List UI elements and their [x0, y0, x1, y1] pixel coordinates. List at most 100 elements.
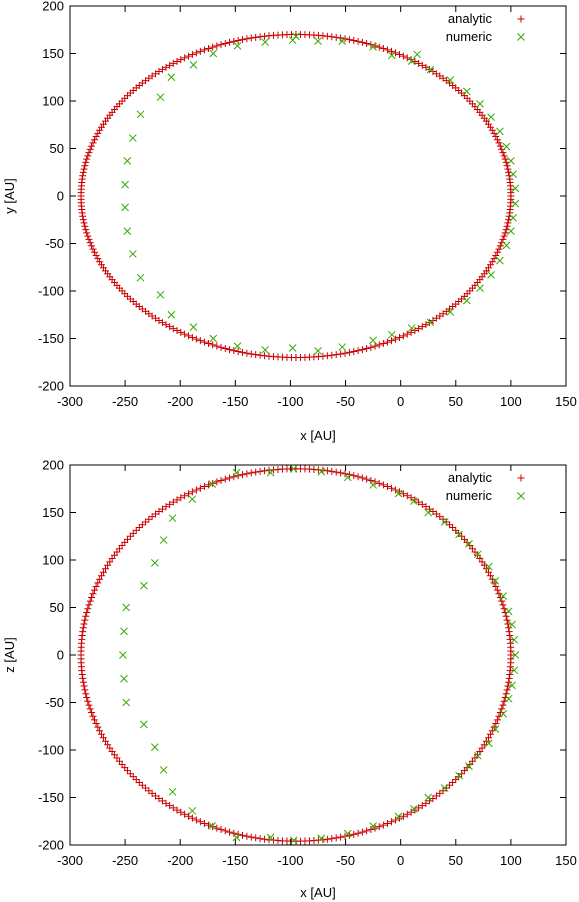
- analytic-point: [256, 33, 264, 41]
- analytic-point: [422, 799, 430, 807]
- analytic-point: [94, 723, 102, 731]
- numeric-point: [266, 468, 275, 477]
- analytic-point: [452, 776, 460, 784]
- x-axis-label: x [AU]: [300, 428, 335, 443]
- analytic-point: [425, 65, 433, 73]
- analytic-point: [504, 620, 512, 628]
- analytic-point: [84, 152, 92, 160]
- y-tick-label: 50: [50, 141, 64, 156]
- analytic-point: [200, 46, 208, 54]
- analytic-point: [490, 255, 498, 263]
- y-tick-label: 150: [42, 46, 64, 61]
- analytic-point: [92, 251, 100, 259]
- analytic-point: [230, 37, 238, 45]
- analytic-point: [192, 335, 200, 343]
- analytic-point: [162, 799, 170, 807]
- analytic-point: [399, 52, 407, 60]
- analytic-point: [415, 325, 423, 333]
- analytic-point: [184, 490, 192, 498]
- analytic-point: [499, 149, 507, 157]
- numeric-point: [426, 318, 435, 327]
- analytic-point: [383, 46, 391, 54]
- numeric-point: [369, 42, 377, 51]
- analytic-point: [188, 50, 196, 58]
- analytic-point: [166, 802, 174, 810]
- analytic-point: [328, 351, 336, 359]
- analytic-point: [213, 342, 221, 350]
- analytic-point: [261, 32, 269, 40]
- legend-label-numeric: numeric: [446, 29, 493, 44]
- analytic-point: [243, 35, 251, 43]
- analytic-point: [418, 500, 426, 508]
- analytic-point: [89, 245, 97, 253]
- analytic-point: [354, 37, 362, 45]
- analytic-point: [200, 338, 208, 346]
- numeric-point: [387, 330, 396, 339]
- x-tick-label: 50: [449, 394, 463, 409]
- analytic-point: [234, 36, 242, 44]
- analytic-point: [493, 136, 501, 144]
- analytic-point: [371, 478, 379, 486]
- numeric-point: [407, 57, 416, 65]
- analytic-point: [221, 39, 229, 47]
- numeric-point: [462, 87, 471, 96]
- analytic-point: [217, 41, 225, 49]
- analytic-point: [92, 720, 100, 728]
- analytic-point: [169, 498, 177, 506]
- analytic-point: [158, 319, 166, 327]
- analytic-point: [177, 56, 185, 64]
- analytic-point: [503, 222, 511, 230]
- analytic-point: [188, 488, 196, 496]
- numeric-point: [159, 766, 168, 774]
- numeric-point: [499, 710, 508, 718]
- numeric-point: [292, 32, 300, 41]
- analytic-point: [84, 232, 92, 240]
- x-tick-label: -50: [336, 853, 355, 868]
- analytic-point: [328, 33, 336, 41]
- series-analytic: [77, 31, 515, 361]
- numeric-point: [189, 61, 198, 69]
- y-tick-label: -200: [38, 379, 64, 394]
- analytic-point: [496, 709, 504, 717]
- analytic-point: [396, 50, 403, 58]
- analytic-point: [132, 526, 140, 534]
- analytic-point: [449, 778, 457, 786]
- numeric-point: [317, 467, 326, 476]
- numeric-point: [209, 334, 218, 343]
- x-tick-label: -100: [277, 394, 303, 409]
- analytic-point: [399, 812, 407, 820]
- analytic-point: [83, 155, 91, 163]
- analytic-point: [350, 830, 358, 838]
- y-tick-label: -50: [45, 236, 64, 251]
- analytic-point: [486, 572, 494, 580]
- analytic-point: [200, 483, 208, 491]
- analytic-point: [503, 686, 511, 694]
- analytic-point: [226, 828, 234, 836]
- analytic-point: [392, 335, 400, 343]
- analytic-point: [221, 475, 229, 483]
- analytic-point: [86, 597, 94, 605]
- x-tick-label: -300: [57, 394, 83, 409]
- analytic-point: [239, 831, 247, 839]
- analytic-point: [504, 219, 512, 227]
- analytic-point: [230, 473, 238, 481]
- analytic-point: [418, 323, 426, 331]
- analytic-point: [181, 492, 189, 500]
- analytic-point: [96, 126, 104, 134]
- numeric-point: [120, 627, 128, 636]
- analytic-point: [496, 142, 504, 150]
- analytic-point: [221, 345, 229, 353]
- numeric-point: [508, 681, 516, 690]
- analytic-point: [496, 593, 504, 601]
- analytic-point: [403, 810, 411, 818]
- analytic-point: [363, 475, 371, 483]
- y-tick-label: 150: [42, 505, 64, 520]
- numeric-point: [473, 751, 482, 760]
- numeric-point: [465, 539, 473, 548]
- analytic-point: [196, 484, 204, 492]
- analytic-point: [341, 470, 349, 478]
- numeric-point: [440, 784, 449, 792]
- y-tick-label: 50: [50, 600, 64, 615]
- analytic-point: [252, 834, 260, 842]
- numeric-point: [151, 558, 159, 567]
